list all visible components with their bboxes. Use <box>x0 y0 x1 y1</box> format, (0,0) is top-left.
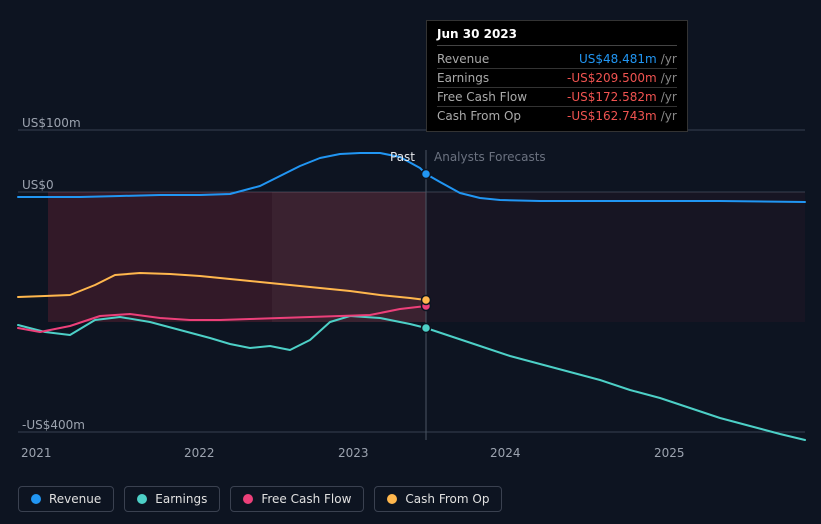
series-line-earnings <box>18 316 805 440</box>
legend-dot-icon <box>31 494 41 504</box>
series-marker-earnings <box>422 324 431 333</box>
tooltip-row-value-wrap: -US$209.500m/yr <box>567 71 677 85</box>
x-axis-label: 2022 <box>184 446 215 460</box>
x-axis-label: 2024 <box>490 446 521 460</box>
x-axis-label: 2023 <box>338 446 369 460</box>
legend-item-earnings[interactable]: Earnings <box>124 486 220 512</box>
x-axis-label: 2025 <box>654 446 685 460</box>
tooltip-row-label: Earnings <box>437 71 547 85</box>
tooltip-row: Cash From Op -US$162.743m/yr <box>437 107 677 125</box>
x-axis-label: 2021 <box>21 446 52 460</box>
tooltip-row-value: -US$162.743m <box>567 109 657 123</box>
tooltip-row-value-wrap: US$48.481m/yr <box>579 52 677 66</box>
tooltip-row-value: US$48.481m <box>579 52 657 66</box>
tooltip-row: Free Cash Flow -US$172.582m/yr <box>437 88 677 107</box>
tooltip-row-label: Cash From Op <box>437 109 547 123</box>
tooltip-row-value-wrap: -US$162.743m/yr <box>567 109 677 123</box>
tooltip-row-unit: /yr <box>661 109 677 123</box>
divider-label-past: Past <box>390 150 415 164</box>
tooltip-row-value: -US$172.582m <box>567 90 657 104</box>
y-axis-label: US$0 <box>22 178 54 192</box>
legend-item-label: Cash From Op <box>405 492 489 506</box>
y-axis-label: US$100m <box>22 116 81 130</box>
series-marker-cfo <box>422 296 431 305</box>
legend-dot-icon <box>137 494 147 504</box>
divider-label-forecasts: Analysts Forecasts <box>434 150 546 164</box>
tooltip-row-value: -US$209.500m <box>567 71 657 85</box>
chart-legend: Revenue Earnings Free Cash Flow Cash From O… <box>18 486 502 512</box>
tooltip-row-label: Free Cash Flow <box>437 90 547 104</box>
legend-item-revenue[interactable]: Revenue <box>18 486 114 512</box>
legend-dot-icon <box>243 494 253 504</box>
chart-svg <box>0 0 821 524</box>
y-axis-label: -US$400m <box>22 418 85 432</box>
tooltip-row: Earnings -US$209.500m/yr <box>437 69 677 88</box>
tooltip-title: Jun 30 2023 <box>437 27 677 46</box>
financials-chart: US$100m US$0 -US$400m 2021 2022 2023 2024 2025… <box>0 0 821 524</box>
chart-tooltip: Jun 30 2023 RevenueUS$48.481m/yrEarnings… <box>426 20 688 132</box>
legend-item-label: Earnings <box>155 492 207 506</box>
tooltip-row: Revenue US$48.481m/yr <box>437 50 677 69</box>
legend-item-cfo[interactable]: Cash From Op <box>374 486 502 512</box>
tooltip-row-unit: /yr <box>661 71 677 85</box>
series-marker-revenue <box>422 170 431 179</box>
tooltip-row-label: Revenue <box>437 52 547 66</box>
legend-item-fcf[interactable]: Free Cash Flow <box>230 486 364 512</box>
tooltip-row-value-wrap: -US$172.582m/yr <box>567 90 677 104</box>
legend-item-label: Revenue <box>49 492 101 506</box>
tooltip-row-unit: /yr <box>661 52 677 66</box>
legend-dot-icon <box>387 494 397 504</box>
tooltip-row-unit: /yr <box>661 90 677 104</box>
legend-item-label: Free Cash Flow <box>261 492 351 506</box>
